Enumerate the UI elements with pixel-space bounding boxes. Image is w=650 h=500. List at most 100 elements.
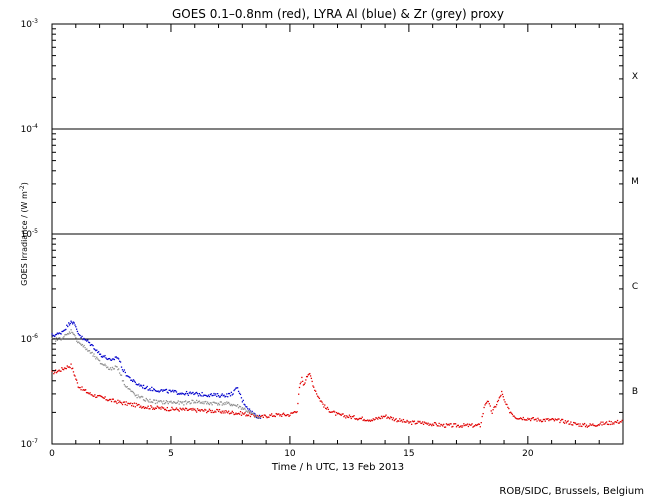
data-point <box>95 358 97 360</box>
data-point <box>91 344 93 346</box>
data-point <box>535 418 537 420</box>
data-point <box>220 394 222 396</box>
data-point <box>232 403 234 406</box>
data-point <box>102 397 104 399</box>
data-point <box>247 415 249 417</box>
data-point <box>166 391 168 393</box>
data-point <box>307 374 309 376</box>
data-point <box>117 357 119 359</box>
data-point <box>68 331 71 333</box>
data-point <box>574 422 577 424</box>
data-point <box>425 422 427 424</box>
data-point <box>163 400 165 402</box>
data-point <box>55 337 58 339</box>
data-point <box>100 395 103 398</box>
data-point <box>158 391 160 393</box>
data-point <box>54 369 57 371</box>
data-point <box>247 414 250 416</box>
data-point <box>81 335 83 338</box>
data-point <box>212 394 214 397</box>
data-point <box>583 422 586 425</box>
data-point <box>114 365 116 367</box>
data-point <box>56 370 59 373</box>
data-point <box>132 379 135 381</box>
data-point <box>66 324 68 326</box>
data-point <box>254 413 256 415</box>
data-point <box>196 408 199 410</box>
data-point <box>64 367 67 370</box>
data-point <box>163 402 166 405</box>
data-point <box>348 414 351 416</box>
data-point <box>97 351 99 354</box>
data-point <box>77 386 79 388</box>
data-point <box>320 400 322 402</box>
data-point <box>193 393 195 396</box>
data-point <box>94 355 96 358</box>
data-point <box>374 418 376 421</box>
data-point <box>175 391 178 393</box>
data-point <box>496 400 499 403</box>
data-point <box>62 330 64 332</box>
data-point <box>167 392 169 394</box>
data-point <box>75 328 78 330</box>
data-point <box>356 417 358 420</box>
data-point <box>469 424 471 426</box>
data-point <box>331 411 333 413</box>
data-point <box>85 389 87 391</box>
data-point <box>175 407 178 409</box>
data-point <box>155 407 158 410</box>
data-point <box>63 367 66 369</box>
data-point <box>221 410 223 412</box>
data-point <box>98 353 101 355</box>
data-point <box>592 423 594 425</box>
data-point <box>213 392 215 395</box>
data-point <box>276 413 278 416</box>
data-point <box>92 344 94 347</box>
data-point <box>170 391 172 393</box>
data-point <box>107 358 109 361</box>
data-point <box>115 365 117 368</box>
data-point <box>244 404 246 406</box>
data-point <box>285 414 287 417</box>
data-point <box>111 398 114 400</box>
data-point <box>87 341 90 343</box>
data-point <box>474 425 476 427</box>
data-point <box>128 402 130 405</box>
data-point <box>262 416 264 419</box>
data-point <box>92 355 94 357</box>
data-point <box>612 422 614 424</box>
data-point <box>302 384 305 386</box>
data-point <box>251 412 253 415</box>
data-point <box>473 425 475 428</box>
data-point <box>605 422 607 424</box>
data-point <box>215 402 217 404</box>
data-point <box>142 399 145 401</box>
data-point <box>293 411 296 413</box>
data-point <box>243 407 245 410</box>
data-point <box>363 418 365 421</box>
data-point <box>265 415 267 418</box>
data-point <box>173 391 175 393</box>
data-point <box>199 402 201 404</box>
data-point <box>167 409 169 412</box>
data-point <box>200 395 202 397</box>
data-point <box>318 397 321 400</box>
data-point <box>339 413 341 416</box>
data-point <box>544 420 546 422</box>
data-point <box>208 395 211 398</box>
data-point <box>120 366 123 368</box>
data-point <box>75 378 77 380</box>
data-point <box>155 390 158 392</box>
data-point <box>127 375 129 378</box>
data-point <box>385 414 387 416</box>
y-tick-base: 10 <box>21 20 33 30</box>
data-point <box>98 360 101 362</box>
data-point <box>413 420 416 422</box>
data-point <box>161 406 163 408</box>
data-point <box>212 401 214 404</box>
data-point <box>95 396 97 399</box>
data-point <box>488 403 490 405</box>
data-point <box>203 403 205 405</box>
data-point <box>367 419 369 421</box>
data-point <box>545 418 547 420</box>
